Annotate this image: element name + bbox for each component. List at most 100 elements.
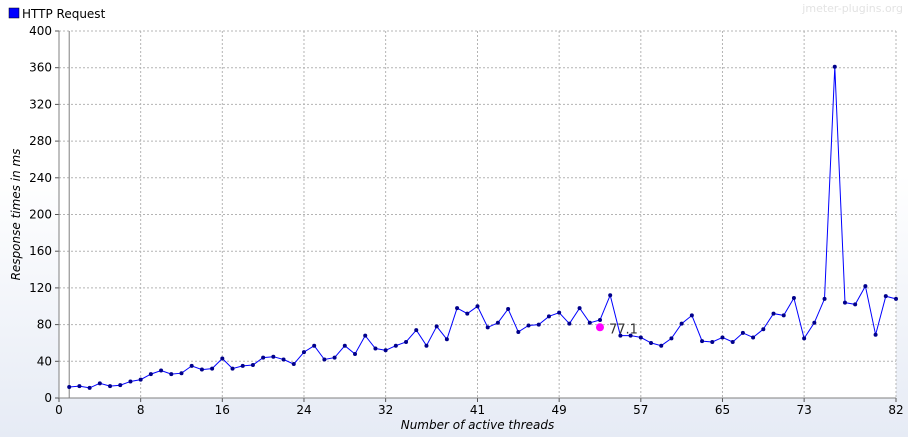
series-layer: 77.1	[67, 64, 898, 390]
data-point	[628, 333, 633, 338]
data-point	[802, 336, 807, 341]
data-point	[822, 296, 827, 301]
data-point	[301, 350, 306, 355]
x-tick-label: 65	[715, 403, 730, 417]
data-point	[832, 64, 837, 69]
data-point	[332, 355, 337, 360]
data-point	[557, 310, 562, 315]
data-point	[87, 385, 92, 390]
data-point	[894, 296, 898, 301]
y-tick-label: 400	[29, 24, 52, 38]
data-point	[638, 335, 643, 340]
data-point	[536, 322, 541, 327]
y-axis: 0 40 80 120 160 200 240 280 320 360 400	[29, 24, 60, 405]
data-point	[597, 318, 602, 323]
data-point	[649, 340, 654, 345]
data-point	[159, 368, 164, 373]
x-tick-label: 24	[296, 403, 311, 417]
data-point	[761, 327, 766, 332]
x-tick-label: 82	[888, 403, 903, 417]
x-axis-label: Number of active threads	[401, 418, 555, 432]
data-point	[506, 307, 511, 312]
watermark: jmeter-plugins.org	[801, 2, 903, 15]
data-point	[383, 348, 388, 353]
data-point	[322, 357, 327, 362]
data-point	[179, 371, 184, 376]
x-tick-label: 41	[470, 403, 485, 417]
data-point	[393, 343, 398, 348]
data-point	[842, 300, 847, 305]
data-point	[118, 383, 123, 388]
data-point	[781, 313, 786, 318]
x-tick-label: 16	[215, 403, 230, 417]
data-point	[128, 379, 133, 384]
data-point	[863, 284, 868, 289]
data-point	[730, 340, 735, 345]
data-point	[434, 324, 439, 329]
data-point	[240, 363, 245, 368]
data-point	[455, 306, 460, 311]
y-axis-label: Response times in ms	[9, 149, 23, 281]
data-point	[199, 367, 204, 372]
data-point	[189, 363, 194, 368]
data-point	[485, 325, 490, 330]
data-point	[526, 323, 531, 328]
x-tick-label: 0	[55, 403, 63, 417]
data-point	[740, 330, 745, 335]
y-tick-label: 40	[37, 354, 52, 368]
data-point	[210, 366, 215, 371]
y-tick-label: 200	[29, 208, 52, 222]
data-point	[291, 362, 296, 367]
x-axis: 0 8 16 24 32 41 49 57 65 73 82	[55, 397, 904, 417]
y-tick-label: 320	[29, 97, 52, 111]
y-tick-label: 80	[37, 318, 52, 332]
data-point	[77, 384, 82, 389]
data-point	[812, 320, 817, 325]
x-tick-label: 32	[378, 403, 393, 417]
data-point	[363, 333, 368, 338]
data-point	[577, 306, 582, 311]
data-point	[689, 313, 694, 318]
data-point	[883, 294, 888, 299]
y-tick-label: 240	[29, 171, 52, 185]
legend-label: HTTP Request	[22, 7, 106, 21]
data-point	[342, 343, 347, 348]
data-point	[148, 372, 153, 377]
data-point	[618, 333, 623, 338]
data-point	[873, 332, 878, 337]
x-tick-label: 57	[633, 403, 648, 417]
data-point	[271, 354, 276, 359]
data-point	[465, 311, 470, 316]
data-point	[475, 304, 480, 309]
data-point	[220, 356, 225, 361]
y-tick-label: 280	[29, 134, 52, 148]
data-point	[700, 339, 705, 344]
data-point	[567, 321, 572, 326]
data-point	[404, 340, 409, 345]
data-point	[587, 320, 592, 325]
data-point	[261, 355, 266, 360]
highlight-point	[595, 323, 604, 332]
data-point	[546, 314, 551, 319]
data-point	[67, 384, 72, 389]
data-point	[669, 336, 674, 341]
data-point	[710, 340, 715, 345]
data-point	[679, 321, 684, 326]
x-tick-label: 73	[796, 403, 811, 417]
x-tick-label: 8	[137, 403, 145, 417]
y-tick-label: 360	[29, 61, 52, 75]
data-point	[444, 337, 449, 342]
data-point	[312, 343, 317, 348]
data-point	[853, 302, 858, 307]
y-tick-label: 0	[44, 391, 52, 405]
data-point	[751, 335, 756, 340]
data-point	[414, 328, 419, 333]
data-point	[659, 343, 664, 348]
data-point	[720, 335, 725, 340]
data-point	[771, 311, 776, 316]
data-point	[495, 320, 500, 325]
y-tick-label: 160	[29, 244, 52, 258]
grid	[59, 30, 897, 398]
data-point	[97, 381, 102, 386]
